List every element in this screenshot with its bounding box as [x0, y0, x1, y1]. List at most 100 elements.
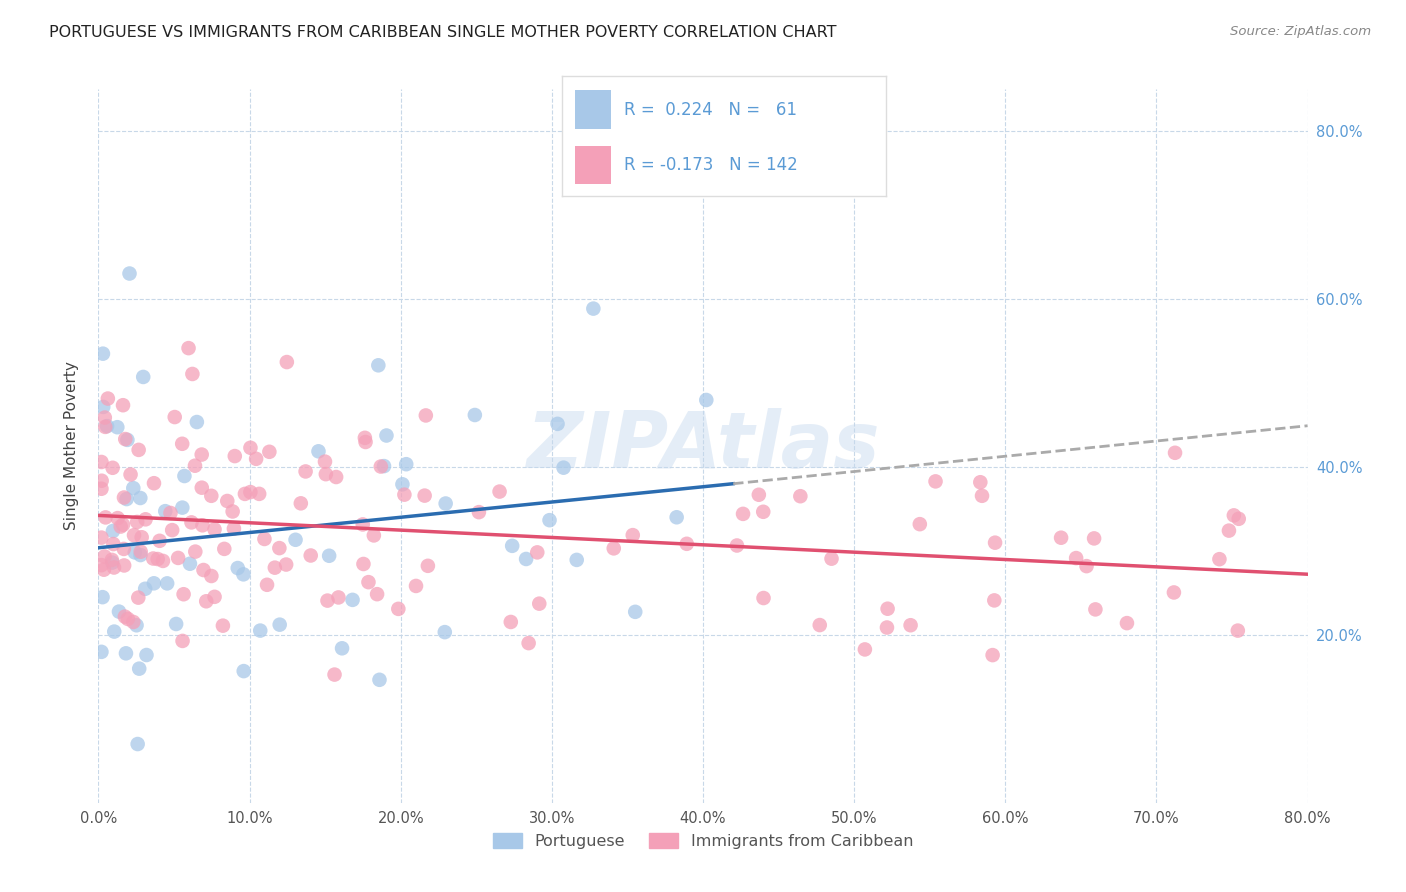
Point — [97, 392, 120, 406]
Point — [134, 582, 156, 596]
Point — [299, 549, 322, 563]
Point — [107, 511, 129, 525]
Point — [752, 505, 775, 519]
Point — [131, 530, 153, 544]
Point — [294, 465, 316, 479]
Point — [125, 618, 148, 632]
Point — [128, 442, 150, 457]
Point — [184, 458, 207, 473]
Point — [117, 612, 139, 626]
Point — [415, 409, 437, 423]
Point — [970, 489, 993, 503]
Point — [1226, 624, 1249, 638]
Point — [156, 576, 179, 591]
Point — [808, 618, 831, 632]
Point — [725, 539, 748, 553]
Point — [117, 433, 139, 447]
Point — [167, 550, 190, 565]
Point — [290, 496, 312, 510]
Point — [224, 449, 246, 463]
Point — [1208, 552, 1230, 566]
Point — [143, 476, 166, 491]
Point — [101, 553, 124, 567]
Point — [1116, 616, 1139, 631]
Point — [186, 415, 208, 429]
Point — [1164, 446, 1187, 460]
Point — [239, 441, 262, 455]
Point — [122, 528, 145, 542]
Point — [146, 552, 169, 566]
Point — [101, 524, 124, 538]
Point — [370, 459, 392, 474]
Point — [129, 545, 152, 559]
Point — [124, 545, 146, 559]
Point — [232, 664, 254, 678]
Point — [621, 528, 644, 542]
Point — [342, 592, 364, 607]
Point — [94, 420, 117, 434]
Point — [118, 267, 141, 281]
Point — [129, 548, 152, 562]
Point — [111, 398, 134, 412]
Point — [352, 517, 374, 532]
Text: Source: ZipAtlas.com: Source: ZipAtlas.com — [1230, 25, 1371, 38]
Text: PORTUGUESE VS IMMIGRANTS FROM CARIBBEAN SINGLE MOTHER POVERTY CORRELATION CHART: PORTUGUESE VS IMMIGRANTS FROM CARIBBEAN … — [49, 25, 837, 40]
Y-axis label: Single Mother Poverty: Single Mother Poverty — [65, 361, 79, 531]
Point — [173, 587, 195, 601]
Point — [172, 500, 194, 515]
Point — [538, 513, 561, 527]
Point — [387, 602, 409, 616]
Point — [112, 517, 135, 532]
Point — [981, 648, 1004, 662]
Point — [529, 597, 551, 611]
Point — [232, 567, 254, 582]
Point — [413, 489, 436, 503]
Point — [172, 437, 194, 451]
Text: R =  0.224   N =   61: R = 0.224 N = 61 — [624, 101, 797, 119]
Point — [547, 417, 569, 431]
Point — [200, 569, 222, 583]
Point — [245, 451, 267, 466]
Point — [468, 505, 491, 519]
Point — [323, 667, 346, 681]
Point — [328, 591, 350, 605]
Point — [367, 359, 389, 373]
Point — [675, 537, 697, 551]
Text: ZIPAtlas: ZIPAtlas — [526, 408, 880, 484]
Point — [368, 673, 391, 687]
Point — [908, 517, 931, 532]
Point — [127, 737, 149, 751]
Point — [375, 428, 398, 442]
Point — [132, 370, 155, 384]
Point — [395, 457, 418, 471]
Point — [93, 549, 115, 564]
Point — [112, 558, 135, 573]
Point — [108, 605, 131, 619]
Point — [135, 512, 157, 526]
Point — [315, 467, 337, 482]
Point — [142, 551, 165, 566]
Point — [101, 556, 124, 570]
Point — [90, 645, 112, 659]
Point — [233, 487, 256, 501]
Point — [582, 301, 605, 316]
Point — [149, 533, 172, 548]
Point — [226, 561, 249, 575]
Point — [179, 557, 201, 571]
Point — [217, 494, 239, 508]
Point — [1050, 531, 1073, 545]
Point — [748, 488, 770, 502]
Point — [135, 648, 157, 662]
Point — [624, 605, 647, 619]
Point — [405, 579, 427, 593]
Point — [222, 522, 245, 536]
Point — [330, 641, 353, 656]
Point — [120, 467, 142, 482]
Point — [173, 469, 195, 483]
Point — [180, 516, 202, 530]
Point — [314, 455, 336, 469]
Point — [127, 515, 149, 529]
Point — [1218, 524, 1240, 538]
Point — [433, 625, 456, 640]
Point — [416, 558, 439, 573]
